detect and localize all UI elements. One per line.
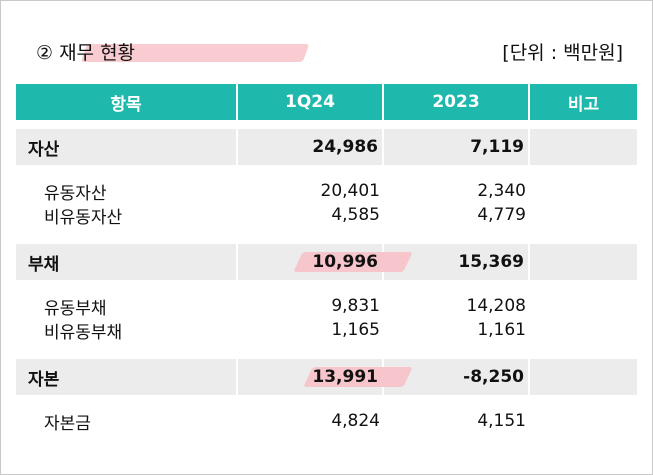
- item-label: 비유동자산: [44, 207, 123, 228]
- sub-rows-liabilities: 유동부채 9,831 14,208 비유동부채 1,165 1,161: [16, 280, 637, 350]
- item-label: 자본금: [44, 413, 91, 434]
- item-value-1q24: 9,831: [331, 296, 380, 316]
- item-label: 비유동부채: [44, 322, 123, 343]
- header-1q24: 1Q24: [238, 84, 384, 120]
- group-note: [530, 359, 637, 395]
- group-label: 자산: [16, 129, 238, 165]
- table-header: 항목 1Q24 2023 비고: [16, 84, 637, 120]
- section-title: ② 재무 현황: [36, 42, 136, 64]
- header-2023: 2023: [384, 84, 530, 120]
- group-value-text: 10,996: [312, 252, 378, 272]
- item-value-1q24: 20,401: [320, 181, 380, 201]
- group-value-text: 13,991: [312, 367, 378, 387]
- financial-table: 항목 1Q24 2023 비고 자산 24,986 7,119 유동자산 20,…: [16, 84, 637, 441]
- item-value-2023: 1,161: [477, 320, 526, 340]
- group-value-1q24: 24,986: [238, 129, 384, 165]
- item-value-2023: 4,779: [477, 205, 526, 225]
- sub-rows-assets: 유동자산 20,401 2,340 비유동자산 4,585 4,779: [16, 165, 637, 235]
- item-value-2023: 4,151: [477, 411, 526, 431]
- group-value-1q24: 13,991: [238, 359, 413, 395]
- section-title-wrap: ② 재무 현황: [36, 38, 310, 68]
- group-label: 자본: [16, 359, 238, 395]
- item-value-1q24: 4,824: [331, 411, 380, 431]
- group-value-1q24: 10,996: [238, 244, 413, 280]
- group-note: [530, 129, 637, 165]
- table-row: 비유동자산 4,585 4,779: [16, 203, 637, 228]
- sub-rows-equity: 자본금 4,824 4,151: [16, 395, 637, 441]
- group-row-equity: 자본 13,991 -8,250: [16, 359, 637, 395]
- table-row: 유동자산 20,401 2,340: [16, 179, 637, 204]
- table-row: 유동부채 9,831 14,208: [16, 294, 637, 319]
- item-value-2023: 14,208: [466, 296, 526, 316]
- group-note: [530, 244, 637, 280]
- unit-label: [단위 : 백만원]: [502, 42, 623, 64]
- item-label: 유동자산: [44, 183, 107, 204]
- item-value-1q24: 4,585: [331, 205, 380, 225]
- item-label: 유동부채: [44, 298, 107, 319]
- table-row: 비유동부채 1,165 1,161: [16, 318, 637, 343]
- group-value-2023: -8,250: [384, 359, 530, 395]
- item-value-1q24: 1,165: [331, 320, 380, 340]
- item-value-2023: 2,340: [477, 181, 526, 201]
- group-value-2023: 15,369: [384, 244, 530, 280]
- group-value-2023: 7,119: [384, 129, 530, 165]
- table-row: 자본금 4,824 4,151: [16, 409, 637, 434]
- group-row-assets: 자산 24,986 7,119: [16, 129, 637, 165]
- header-note: 비고: [530, 84, 637, 120]
- group-label: 부채: [16, 244, 238, 280]
- group-row-liabilities: 부채 10,996 15,369: [16, 244, 637, 280]
- header-item: 항목: [16, 84, 238, 120]
